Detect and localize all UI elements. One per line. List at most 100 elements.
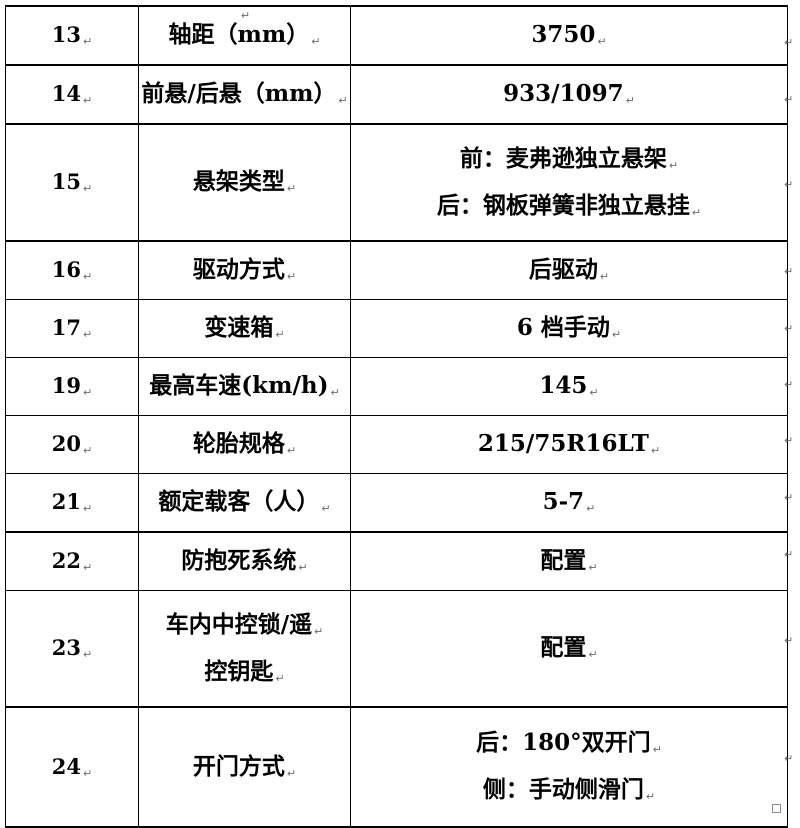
row-index-cell: 16 ↵	[5, 240, 139, 300]
row-index: 17	[51, 315, 81, 341]
table-row: 14 ↵ 前悬/后悬（mm） ↵ 933/1097 ↵	[5, 64, 788, 125]
paragraph-mark-icon: ↵	[311, 35, 321, 49]
paragraph-mark-icon: ↵	[83, 182, 93, 196]
paragraph-mark-icon: ↵	[330, 386, 340, 400]
row-index: 20	[51, 431, 81, 457]
row-index: 16	[51, 257, 81, 283]
row-label-cell: 悬架类型 ↵	[138, 123, 351, 242]
paragraph-mark-icon: ↵	[275, 671, 285, 685]
table-row: 21 ↵ 额定载客（人） ↵ 5-7 ↵	[5, 473, 788, 533]
row-label-cell: 驱动方式 ↵	[138, 240, 351, 300]
paragraph-mark-icon: ↵	[599, 270, 610, 284]
table-row: 23 ↵ 车内中控锁/遥 ↵ 控钥匙 ↵ 配置 ↵	[5, 590, 788, 708]
row-label-line: 开门方式 ↵	[192, 752, 297, 780]
table-row: 20 ↵ 轮胎规格 ↵ 215/75R16LT ↵	[5, 415, 788, 474]
row-index-cell: 22 ↵	[5, 531, 139, 591]
paragraph-mark-icon: ↵	[588, 648, 598, 662]
row-label-line: 前悬/后悬（mm） ↵	[141, 80, 348, 108]
row-label-line: 轴距（mm） ↵	[168, 21, 321, 49]
row-index: 22	[51, 548, 81, 574]
row-label-cell: 开门方式 ↵	[138, 706, 351, 828]
row-value-cell: 933/1097 ↵	[350, 64, 788, 125]
row-index-cell: 19 ↵	[5, 357, 139, 416]
row-label-cell: 变速箱 ↵	[138, 299, 351, 358]
paragraph-mark-icon: ↵	[83, 94, 93, 108]
row-value-line: 5-7 ↵	[542, 488, 596, 516]
row-index-cell: 13 ↵	[5, 5, 139, 66]
row-index-cell: 14 ↵	[5, 64, 139, 125]
row-label-cell: 车内中控锁/遥 ↵ 控钥匙 ↵	[138, 590, 351, 708]
row-value-cell: 3750 ↵	[350, 5, 788, 66]
paragraph-mark-icon: ↵	[286, 182, 297, 196]
paragraph-mark-icon: ↵	[83, 444, 93, 458]
paragraph-mark-icon: ↵	[586, 502, 596, 516]
paragraph-mark-icon: ↵	[83, 386, 93, 400]
row-label-line: 车内中控锁/遥 ↵	[165, 610, 324, 638]
paragraph-mark-icon: ↵	[286, 444, 297, 458]
row-value-line: 前：麦弗逊独立悬架 ↵	[459, 144, 679, 172]
paragraph-mark-icon: ↵	[286, 270, 297, 284]
table-row: 17 ↵ 变速箱 ↵ 6 档手动 ↵	[5, 299, 788, 358]
row-label-line: 悬架类型 ↵	[192, 168, 297, 196]
row-label-line: 最高车速(km/h) ↵	[149, 372, 340, 400]
row-value-line: 后驱动 ↵	[528, 256, 610, 284]
row-value-line: 后：钢板弹簧非独立悬挂 ↵	[436, 191, 702, 219]
row-index: 24	[51, 753, 81, 779]
row-index: 23	[51, 635, 81, 661]
table-row: 16 ↵ 驱动方式 ↵ 后驱动 ↵	[5, 240, 788, 300]
paragraph-mark-icon: ↵	[83, 648, 93, 662]
paragraph-mark-icon: ↵	[589, 386, 599, 400]
row-value-cell: 配置 ↵	[350, 590, 788, 708]
row-value-cell: 145 ↵	[350, 357, 788, 416]
row-label-cell: 轴距（mm） ↵ ↵	[138, 5, 351, 66]
row-value-cell: 6 档手动 ↵	[350, 299, 788, 358]
row-index-cell: 23 ↵	[5, 590, 139, 708]
row-value-line: 侧：手动侧滑门 ↵	[482, 776, 656, 803]
table-row: 15 ↵ 悬架类型 ↵ 前：麦弗逊独立悬架 ↵ 后：钢板弹簧非独立悬挂 ↵	[5, 123, 788, 242]
row-label-line: 轮胎规格 ↵	[192, 430, 297, 458]
paragraph-mark-icon: ↵	[588, 561, 598, 575]
row-value-line: 6 档手动 ↵	[516, 314, 622, 342]
row-label-cell: 轮胎规格 ↵	[138, 415, 351, 474]
paragraph-mark-icon: ↵	[611, 328, 622, 342]
paragraph-mark-icon: ↵	[645, 790, 656, 803]
row-value-line: 215/75R16LT ↵	[477, 430, 661, 458]
row-index: 19	[51, 373, 81, 399]
vehicle-specification-table: 13 ↵ 轴距（mm） ↵ ↵ 3750 ↵	[5, 5, 788, 828]
row-index: 14	[51, 81, 81, 107]
row-index: 15	[51, 169, 81, 195]
row-label-cell: 最高车速(km/h) ↵	[138, 357, 351, 416]
row-index: 13	[51, 22, 81, 48]
paragraph-mark-icon: ↵	[691, 205, 702, 219]
row-label-line: 驱动方式 ↵	[192, 256, 297, 284]
end-of-table-marker-icon	[772, 804, 781, 813]
row-label-line: 变速箱 ↵	[204, 314, 285, 342]
paragraph-mark-icon: ↵	[83, 270, 93, 284]
row-value-line: 配置 ↵	[540, 547, 598, 575]
paragraph-mark-icon: ↵	[83, 766, 93, 780]
table-row: 24 ↵ 开门方式 ↵ 后：180°双开门 ↵ 侧：手动侧滑门 ↵	[5, 706, 788, 828]
table-body: 13 ↵ 轴距（mm） ↵ ↵ 3750 ↵	[5, 5, 788, 828]
row-value-cell: 配置 ↵	[350, 531, 788, 591]
table-row: 22 ↵ 防抱死系统 ↵ 配置 ↵	[5, 531, 788, 591]
row-index-cell: 21 ↵	[5, 473, 139, 533]
row-label-line: 防抱死系统 ↵	[181, 547, 308, 575]
paragraph-mark-icon: ↵	[321, 502, 331, 516]
row-value-line: 933/1097 ↵	[503, 80, 635, 108]
paragraph-mark-icon: ↵	[650, 444, 661, 458]
row-index-cell: 17 ↵	[5, 299, 139, 358]
paragraph-mark-icon: ↵	[298, 561, 308, 575]
paragraph-mark-icon: ↵	[83, 35, 93, 49]
table-row: 19 ↵ 最高车速(km/h) ↵ 145 ↵	[5, 357, 788, 416]
row-value-line: 3750 ↵	[531, 21, 607, 49]
row-index-cell: 24 ↵	[5, 706, 139, 828]
paragraph-mark-icon: ↵	[286, 766, 297, 780]
paragraph-mark-icon: ↵	[83, 502, 93, 516]
row-index: 21	[51, 489, 81, 515]
paragraph-mark-icon: ↵	[240, 9, 251, 22]
row-value-cell: 5-7 ↵	[350, 473, 788, 533]
paragraph-mark-icon: ↵	[668, 158, 679, 172]
row-value-cell: 后驱动 ↵	[350, 240, 788, 300]
paragraph-mark-icon: ↵	[625, 94, 635, 108]
